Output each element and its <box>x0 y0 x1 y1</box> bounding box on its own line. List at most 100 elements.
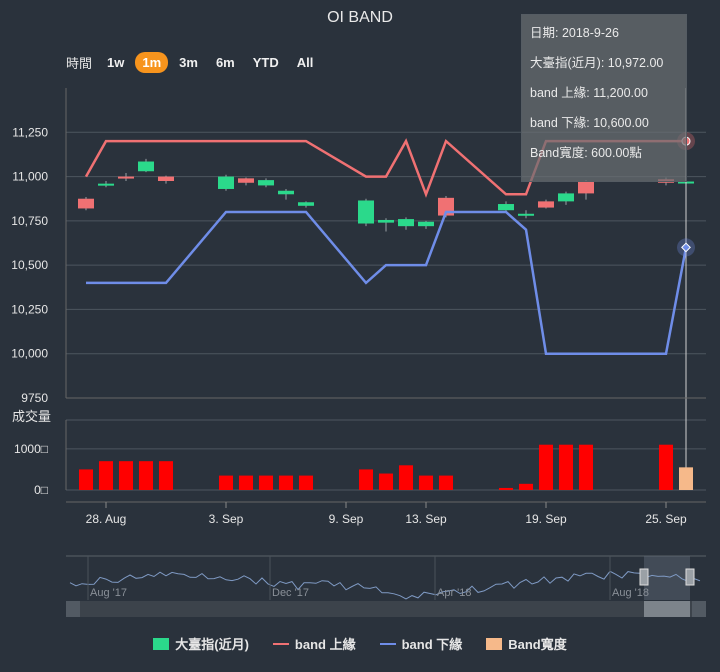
tooltip-lower: band 下緣: 10,600.00 <box>530 116 649 130</box>
legend-item-index[interactable]: 大臺指(近月) <box>153 634 249 653</box>
candle-body <box>158 176 174 181</box>
hover-marker-lower <box>681 242 691 253</box>
range-selector-label: 時間 <box>66 56 93 71</box>
range-button-all[interactable]: All <box>296 55 314 70</box>
x-tick-label: 28. Aug <box>86 512 127 526</box>
tooltip-width: Band寬度: 600.00點 <box>530 146 642 160</box>
volume-bar <box>279 475 293 490</box>
candle-body <box>78 198 94 209</box>
price-tick-label: 10,000 <box>11 347 48 361</box>
candle-body <box>518 213 534 216</box>
navigator-label: Apr '18 <box>437 587 472 599</box>
legend-label-upper: band 上緣 <box>294 637 356 652</box>
navigator-label: Aug '18 <box>612 587 649 599</box>
x-tick-label: 3. Sep <box>209 512 244 526</box>
volume-tick-label: 1000□ <box>14 442 48 456</box>
volume-bar <box>79 469 93 490</box>
navigator-label: Dec '17 <box>272 587 309 599</box>
volume-bar <box>299 475 313 490</box>
range-button-1m[interactable]: 1m <box>135 52 169 73</box>
x-tick-label: 9. Sep <box>329 512 364 526</box>
candle-body <box>558 193 574 202</box>
legend-swatch-width <box>486 637 503 650</box>
candle-body <box>138 161 154 172</box>
navigator-scroll-right <box>692 601 706 617</box>
volume-bar <box>139 461 153 490</box>
range-button-ytd[interactable]: YTD <box>252 55 279 70</box>
price-tick-label: 11,000 <box>12 170 48 184</box>
legend-swatch-index <box>153 637 170 650</box>
tooltip-upper: band 上緣: 11,200.00 <box>530 86 648 100</box>
candle-body <box>98 183 114 186</box>
legend-label-lower: band 下緣 <box>401 637 463 652</box>
legend-item-lower[interactable]: band 下緣 <box>379 634 463 653</box>
legend-swatch-lower <box>379 642 396 645</box>
x-tick-label: 19. Sep <box>525 512 567 526</box>
chart-title: OI BAND <box>327 9 393 26</box>
candle-body <box>218 176 234 189</box>
volume-bar <box>239 475 253 490</box>
price-tick-label: 11,250 <box>12 125 48 139</box>
range-button-6m[interactable]: 6m <box>215 55 235 70</box>
legend-swatch-upper <box>272 642 289 645</box>
candle-body <box>498 204 514 211</box>
volume-bar <box>439 475 453 490</box>
volume-bar <box>679 467 693 490</box>
navigator-scrollbar-thumb <box>644 601 690 617</box>
candle-body <box>358 200 374 224</box>
legend: 大臺指(近月) band 上緣 band 下緣 Band寬度 <box>0 634 720 653</box>
volume-bar <box>119 461 133 490</box>
price-tick-label: 10,750 <box>11 214 48 228</box>
legend-label-index: 大臺指(近月) <box>175 637 249 652</box>
volume-axis-title: 成交量 <box>12 409 51 424</box>
navigator-handle-right <box>685 568 695 586</box>
band-lower-line <box>86 210 688 355</box>
volume-bar <box>399 465 413 490</box>
volume-bar <box>419 475 433 490</box>
candle-body <box>278 190 294 195</box>
tooltip: 日期: 2018-9-26 大臺指(近月): 10,972.00 band 上緣… <box>521 14 687 182</box>
navigator-handle-left <box>639 568 649 586</box>
volume-bar <box>499 487 513 490</box>
legend-item-upper[interactable]: band 上緣 <box>272 634 356 653</box>
volume-bar <box>159 461 173 490</box>
volume-bar <box>539 444 553 490</box>
legend-item-width[interactable]: Band寬度 <box>486 634 567 653</box>
volume-bar <box>359 469 373 490</box>
candle-body <box>538 201 554 208</box>
candle-body <box>418 221 434 227</box>
candle-body <box>298 202 314 206</box>
price-tick-label: 9750 <box>21 391 48 405</box>
tooltip-index: 大臺指(近月): 10,972.00 <box>530 56 664 70</box>
candle-body <box>258 180 274 186</box>
volume-bar <box>259 475 273 490</box>
range-selector: 時間 1w 1m 3m 6m YTD All <box>66 52 324 73</box>
range-button-3m[interactable]: 3m <box>179 55 198 70</box>
x-tick-label: 25. Sep <box>645 512 687 526</box>
volume-bar <box>559 444 573 490</box>
price-tick-label: 10,250 <box>11 302 48 316</box>
volume-bar <box>99 461 113 490</box>
navigator-scrollbar-track <box>66 601 706 617</box>
volume-bar <box>659 444 673 490</box>
legend-label-width: Band寬度 <box>508 637 567 652</box>
navigator-series-line <box>69 570 701 600</box>
volume-bar <box>219 475 233 490</box>
candle-body <box>378 219 394 223</box>
x-tick-label: 13. Sep <box>405 512 447 526</box>
range-button-1w[interactable]: 1w <box>107 55 125 70</box>
navigator-scroll-left <box>66 601 80 617</box>
candle-body <box>578 181 594 194</box>
navigator-selection <box>644 556 690 600</box>
volume-bar <box>379 473 393 490</box>
price-tick-label: 10,500 <box>11 258 48 272</box>
tooltip-date: 日期: 2018-9-26 <box>530 26 619 40</box>
volume-bar <box>579 444 593 490</box>
navigator-label: Aug '17 <box>90 587 127 599</box>
volume-bar <box>519 483 533 490</box>
candle-body <box>118 176 134 179</box>
candle-body <box>238 178 254 183</box>
volume-tick-label: 0□ <box>34 483 48 497</box>
